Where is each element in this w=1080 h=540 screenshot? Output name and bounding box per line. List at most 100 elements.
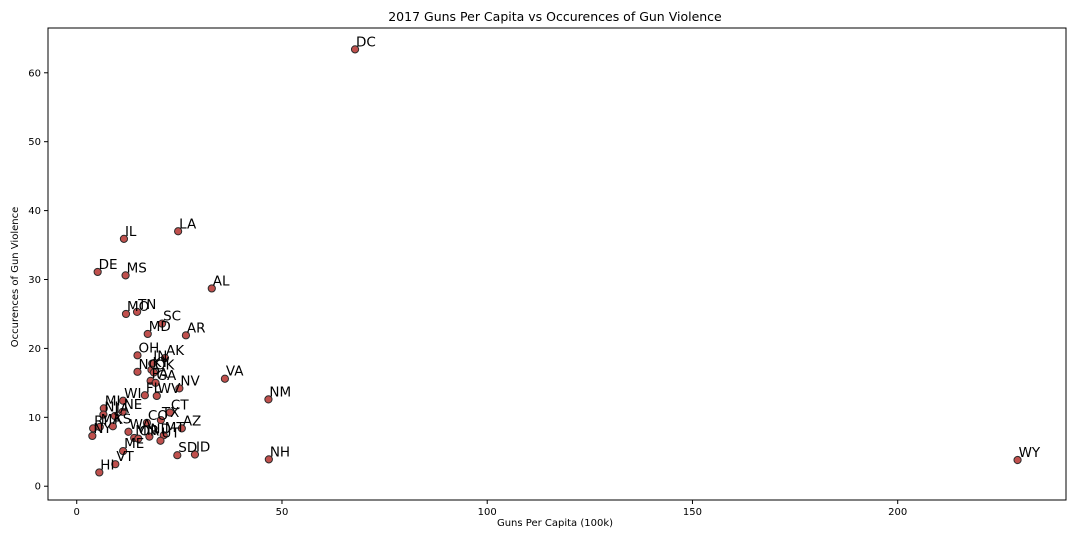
data-label-ms: MS — [127, 260, 147, 276]
data-label-al: AL — [213, 273, 230, 289]
data-label-az: AZ — [183, 413, 201, 429]
x-tick-label: 200 — [888, 507, 907, 518]
data-point-md — [143, 329, 152, 339]
data-label-sd: SD — [178, 440, 197, 456]
plot-area — [47, 27, 1067, 501]
data-point-sc — [158, 319, 167, 328]
data-point-al — [207, 284, 216, 293]
data-point-mo — [121, 309, 131, 319]
data-point-wv — [152, 391, 161, 401]
data-label-va: VA — [226, 364, 244, 380]
data-label-wi: WI — [124, 386, 141, 402]
data-label-md: MD — [149, 319, 171, 335]
data-label-wy: WY — [1019, 445, 1041, 461]
data-label-in: IN — [153, 349, 167, 365]
data-point-ne — [118, 407, 127, 416]
data-label-tn: TN — [137, 297, 156, 313]
data-label-ne: NE — [124, 397, 143, 413]
data-label-il: IL — [125, 224, 137, 240]
y-tick-label: 20 — [28, 344, 41, 355]
data-label-ut: UT — [161, 426, 180, 442]
y-tick-label: 50 — [28, 137, 41, 148]
data-label-ar: AR — [187, 320, 206, 336]
data-label-fl: FL — [146, 380, 162, 396]
data-label-mo: MO — [127, 299, 149, 315]
x-tick-label: 100 — [478, 507, 497, 518]
y-tick-label: 40 — [28, 206, 41, 217]
y-tick-label: 0 — [35, 482, 41, 493]
data-label-de: DE — [99, 257, 118, 273]
data-point-nm — [264, 395, 273, 404]
data-label-ok: OK — [155, 358, 176, 374]
data-point-me — [119, 446, 128, 456]
data-point-nj — [99, 410, 108, 419]
data-label-or: OR — [139, 424, 159, 440]
data-label-nh: NH — [270, 444, 290, 460]
data-point-il — [119, 234, 129, 243]
data-point-co — [142, 418, 152, 427]
data-label-ma: MA — [101, 412, 123, 428]
x-axis-label: Guns Per Capita (100k) — [497, 518, 613, 529]
data-point-de — [93, 267, 102, 277]
data-label-tx: TX — [161, 405, 180, 421]
data-label-dc: DC — [356, 34, 376, 50]
chart-title: 2017 Guns Per Capita vs Occurences of Gu… — [388, 9, 722, 24]
data-label-wv: WV — [158, 381, 181, 397]
data-label-me: ME — [124, 436, 144, 452]
data-label-ct: CT — [171, 397, 189, 413]
data-point-nd — [145, 432, 154, 441]
data-point-wi — [119, 396, 128, 405]
data-point-ct — [165, 408, 175, 417]
data-label-mn: MN — [135, 423, 157, 439]
y-axis: 0 10 20 30 40 50 60 — [28, 68, 48, 493]
data-label-nv: NV — [180, 373, 200, 389]
data-point-wa — [124, 427, 133, 436]
data-label-nd: ND — [150, 422, 171, 438]
data-point-la — [174, 227, 183, 236]
data-point-va — [220, 374, 230, 383]
data-point-az — [177, 424, 186, 433]
data-label-nm: NM — [269, 384, 291, 400]
data-label-nj: NJ — [104, 400, 118, 416]
data-point-tn — [132, 307, 142, 316]
data-points — [88, 45, 1022, 477]
data-point-ms — [121, 271, 130, 280]
data-point-tx — [156, 415, 165, 425]
data-label-nc: NC — [138, 357, 158, 373]
data-label-mi: MI — [105, 393, 121, 409]
x-tick-label: 0 — [74, 507, 80, 518]
y-tick-label: 10 — [28, 413, 41, 424]
y-axis-label: Occurences of Gun Violence — [10, 207, 21, 347]
data-point-ok — [149, 368, 159, 377]
data-point-ar — [181, 331, 191, 340]
data-point-wy — [1013, 455, 1022, 465]
data-point-ia — [110, 411, 120, 421]
data-point-ma — [95, 422, 104, 432]
data-point-ak — [160, 353, 170, 363]
data-point-ut — [156, 436, 165, 445]
data-label-mt: MT — [165, 420, 186, 436]
data-label-hi: HI — [100, 457, 114, 473]
data-label-oh: OH — [138, 340, 159, 356]
x-tick-label: 150 — [683, 507, 702, 518]
data-label-id: ID — [196, 440, 210, 456]
data-point-nc — [133, 367, 142, 376]
data-point-fl — [140, 391, 149, 400]
data-label-ny: NY — [93, 421, 112, 437]
y-tick-label: 30 — [28, 275, 41, 286]
data-label-ks: KS — [114, 411, 131, 427]
data-label-ri: RI — [94, 413, 107, 429]
data-point-ny — [88, 431, 97, 441]
data-point-ga — [151, 378, 160, 387]
data-label-ak: AK — [166, 343, 185, 359]
data-point-dc — [350, 45, 360, 54]
data-label-sc: SC — [163, 309, 181, 325]
data-label-ga: GA — [157, 368, 177, 384]
data-label-co: CO — [148, 408, 168, 424]
data-label-pa: PA — [152, 366, 169, 382]
data-point-oh — [133, 351, 142, 360]
plot-frame — [47, 27, 1067, 501]
